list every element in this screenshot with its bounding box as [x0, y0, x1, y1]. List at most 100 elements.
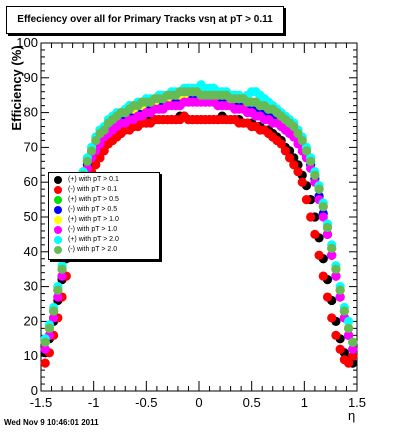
data-point — [348, 351, 358, 361]
legend-label: (-) with pT > 0.5 — [68, 206, 118, 213]
data-point — [95, 153, 105, 163]
data-point — [86, 146, 97, 156]
data-point — [335, 285, 345, 295]
x-tick-label: -1 — [88, 395, 100, 410]
series-7 — [40, 87, 358, 347]
data-point — [284, 153, 295, 163]
data-point — [301, 146, 312, 156]
data-point — [331, 264, 341, 274]
y-tick-label: 60 — [24, 174, 38, 189]
data-point — [318, 271, 328, 281]
data-point — [335, 292, 345, 302]
legend-label: (+) with pT > 1.0 — [68, 216, 119, 223]
series-5 — [40, 97, 358, 354]
data-point — [306, 156, 316, 166]
axis-ticks: 0 10 20 30 40 50 60 70 80 90 100 -1.5 -1 -0.5 0 0.5 1 1.5 — [16, 35, 366, 410]
data-point — [335, 344, 345, 354]
legend-entry: (-) with pT > 2.0 — [49, 245, 159, 255]
y-tick-label: 50 — [24, 209, 38, 224]
data-point — [314, 184, 324, 194]
legend-marker — [54, 186, 62, 194]
data-point — [327, 250, 337, 260]
legend-label: (-) with pT > 2.0 — [68, 246, 118, 253]
legend-label: (+) with pT > 2.0 — [68, 236, 119, 243]
data-point — [348, 344, 358, 354]
x-tick-label: -0.5 — [135, 395, 157, 410]
y-tick-label: 40 — [24, 244, 38, 259]
data-point — [40, 337, 50, 347]
legend: (+) with pT > 0.1 (-) with pT > 0.1 (+) … — [48, 172, 160, 260]
chart-title: Effeciency over all for Primary Tracks v… — [6, 6, 284, 34]
data-point — [331, 271, 341, 281]
data-point — [57, 271, 67, 281]
data-point — [49, 306, 59, 316]
x-axis-label: η — [348, 408, 356, 423]
data-point — [82, 156, 92, 166]
x-tick-label: -1.5 — [30, 395, 52, 410]
legend-label: (-) with pT > 1.0 — [68, 226, 118, 233]
legend-entry: (+) with pT > 0.1 — [49, 175, 159, 185]
legend-marker — [54, 226, 62, 234]
x-tick-label: 1.5 — [348, 395, 366, 410]
data-point — [53, 292, 63, 302]
y-tick-label: 100 — [16, 35, 38, 50]
legend-label: (+) with pT > 0.5 — [68, 196, 119, 203]
legend-marker — [54, 206, 62, 214]
legend-entry: (-) with pT > 0.5 — [49, 205, 159, 215]
data-point — [322, 222, 333, 233]
data-point — [289, 121, 299, 132]
y-tick-label: 10 — [24, 348, 38, 363]
timestamp: Wed Nov 9 10:46:01 2011 — [4, 418, 99, 427]
legend-entry: (+) with pT > 0.5 — [49, 195, 159, 205]
data-point — [327, 243, 337, 253]
data-point — [348, 337, 358, 347]
legend-marker — [54, 216, 62, 224]
legend-entry: (+) with pT > 1.0 — [49, 215, 159, 225]
data-point — [322, 229, 333, 239]
legend-marker — [54, 176, 62, 184]
data-point — [318, 212, 328, 222]
y-tick-label: 70 — [24, 139, 38, 154]
data-point — [40, 344, 50, 354]
data-point — [322, 292, 333, 302]
y-axis-label: Efficiency (%) — [9, 45, 24, 131]
data-point — [40, 358, 50, 368]
legend-entry: (-) with pT > 1.0 — [49, 225, 159, 235]
data-point — [57, 264, 67, 274]
data-point — [343, 323, 354, 333]
data-point — [343, 330, 354, 340]
data-point — [301, 195, 312, 205]
data-point — [293, 128, 303, 139]
y-tick-label: 80 — [24, 105, 38, 120]
data-point — [297, 177, 307, 187]
data-point — [44, 323, 55, 333]
legend-label: (-) with pT > 0.1 — [68, 186, 118, 193]
legend-entry: (+) with pT > 2.0 — [49, 235, 159, 245]
x-tick-label: 1 — [301, 395, 308, 410]
x-tick-label: 0.5 — [243, 395, 261, 410]
data-point — [310, 170, 320, 180]
data-point — [331, 330, 341, 340]
data-point — [327, 313, 337, 323]
y-tick-label: 0 — [31, 383, 38, 398]
data-point — [99, 146, 109, 156]
legend-label: (+) with pT > 0.1 — [68, 176, 119, 183]
data-point — [91, 135, 101, 146]
data-point — [91, 160, 101, 170]
data-point — [314, 250, 324, 260]
data-point — [280, 146, 290, 156]
data-point — [53, 285, 63, 295]
legend-marker — [54, 246, 62, 254]
y-tick-label: 90 — [24, 70, 38, 85]
legend-entry: (-) with pT > 0.1 — [49, 185, 159, 195]
legend-marker — [54, 196, 62, 204]
data-point — [339, 306, 349, 316]
data-point — [318, 201, 328, 212]
data-point — [297, 135, 307, 146]
data-point — [310, 229, 320, 239]
legend-marker — [54, 236, 62, 244]
y-tick-label: 30 — [24, 279, 38, 294]
y-tick-label: 20 — [24, 313, 38, 328]
x-tick-label: 0 — [195, 395, 202, 410]
data-point — [343, 358, 354, 368]
